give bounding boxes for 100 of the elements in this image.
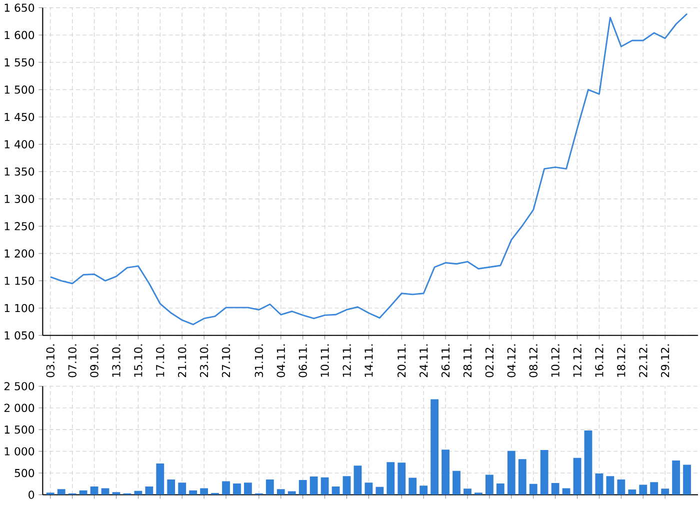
bar <box>518 459 526 495</box>
x-tick-label: 06.11. <box>298 344 307 378</box>
y-tick-label: 2 500 <box>4 382 34 390</box>
y-tick-label: 1 350 <box>4 167 34 176</box>
bar <box>617 479 626 495</box>
bar <box>386 462 395 495</box>
bar <box>628 489 636 495</box>
x-tick-label: 22.12. <box>639 344 648 377</box>
bar <box>189 490 198 495</box>
bar <box>452 470 460 495</box>
y-tick-label: 500 <box>14 468 34 478</box>
y-tick-label: 1 300 <box>4 194 34 203</box>
bar <box>430 399 439 495</box>
bar <box>79 490 88 495</box>
y-tick-label: 1 650 <box>4 4 34 12</box>
x-tick-label: 08.12. <box>529 344 538 378</box>
bar <box>178 482 186 495</box>
y-tick-label: 1 050 <box>4 331 34 340</box>
bar <box>606 476 614 495</box>
x-tick-label: 23.10. <box>200 344 208 377</box>
x-tick-label: 13.10. <box>112 344 120 377</box>
bar <box>464 488 472 495</box>
y-tick-label: 1 250 <box>4 222 34 230</box>
bar <box>496 483 504 495</box>
bar <box>57 488 66 495</box>
bar <box>507 450 516 495</box>
y-tick-label: 1 500 <box>4 85 34 94</box>
x-tick-label: 15.10. <box>134 344 142 377</box>
bar <box>298 480 307 495</box>
bar <box>134 490 142 495</box>
bar <box>222 481 230 495</box>
bar <box>683 464 691 495</box>
y-tick-label: 0 <box>28 490 34 499</box>
x-tick-label: 07.10. <box>68 344 76 378</box>
y-tick-label: 1 400 <box>4 140 34 148</box>
y-tick-label: 1 000 <box>4 447 34 456</box>
y-tick-label: 1 550 <box>4 58 34 66</box>
bar <box>276 488 285 495</box>
x-tick-label: 02.12. <box>485 344 494 378</box>
x-tick-label: 21.10. <box>178 344 186 377</box>
bar <box>529 484 538 495</box>
x-tick-label: 31.10. <box>254 344 264 377</box>
bar <box>233 483 241 495</box>
x-tick-label: 18.12. <box>617 344 626 377</box>
x-tick-label: 04.12. <box>507 344 516 378</box>
bar <box>90 486 98 495</box>
x-tick-label: 24.11. <box>420 344 428 377</box>
bar <box>354 466 362 495</box>
x-tick-label: 12.11. <box>342 344 351 377</box>
bar <box>156 463 164 495</box>
bar <box>332 486 340 495</box>
x-tick-label: 16.12. <box>595 344 604 377</box>
x-tick-label: 12.12. <box>573 344 582 377</box>
x-tick-label: 28.11. <box>463 344 472 377</box>
bar <box>46 492 54 495</box>
x-tick-label: 27.10. <box>222 344 230 377</box>
x-tick-label: 04.11. <box>276 344 285 378</box>
bar <box>364 482 373 495</box>
bar <box>639 484 648 495</box>
x-tick-label: 10.11. <box>320 344 329 377</box>
bar <box>145 486 154 495</box>
bar <box>167 479 176 495</box>
x-tick-label: 09.10. <box>90 344 98 378</box>
y-tick-label: 1 450 <box>4 112 34 121</box>
x-tick-label: 29.12. <box>660 344 670 377</box>
y-tick-label: 1 200 <box>4 249 34 258</box>
bar <box>584 430 592 495</box>
x-tick-label: 10.12. <box>551 344 560 377</box>
x-tick-label: 14.11. <box>364 344 373 377</box>
bar <box>420 485 428 495</box>
bar <box>200 488 208 495</box>
bar <box>320 477 329 495</box>
bar <box>661 488 670 495</box>
bar <box>595 473 604 495</box>
bar <box>310 476 318 495</box>
bar <box>408 478 417 495</box>
bar <box>573 458 582 495</box>
bar <box>551 482 560 495</box>
y-tick-label: 1 150 <box>4 276 34 285</box>
x-tick-label: 17.10. <box>156 344 164 377</box>
bar <box>398 462 406 495</box>
x-tick-label: 20.11. <box>398 344 406 377</box>
bar <box>485 474 494 495</box>
y-tick-label: 1 600 <box>4 30 34 40</box>
y-tick-label: 1 500 <box>4 425 34 434</box>
bar <box>112 492 120 495</box>
y-tick-label: 2 000 <box>4 404 34 412</box>
bar <box>650 482 658 495</box>
x-tick-label: 26.11. <box>441 344 450 377</box>
bar <box>244 482 252 495</box>
bar <box>540 450 548 495</box>
bar <box>474 492 482 495</box>
y-tick-label: 1 100 <box>4 304 34 312</box>
bar <box>342 476 351 495</box>
bar <box>442 449 450 495</box>
bar <box>266 479 274 495</box>
x-tick-label: 03.10. <box>46 344 54 378</box>
bar <box>101 488 110 495</box>
bar <box>672 460 680 495</box>
bar <box>376 486 384 495</box>
